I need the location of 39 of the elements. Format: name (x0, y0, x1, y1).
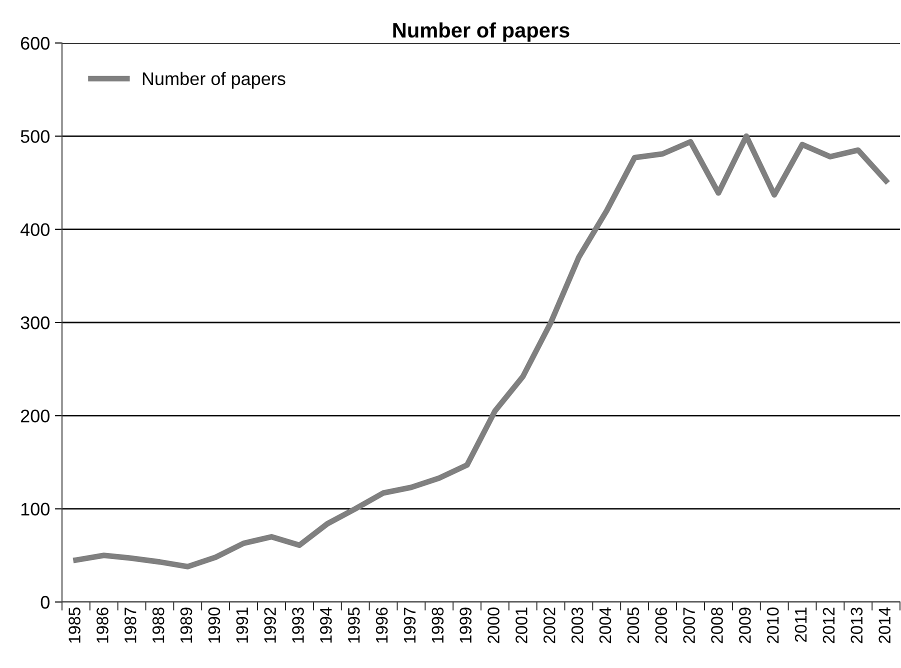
x-tick-label: 1994 (320, 607, 332, 643)
x-tick-label: 1989 (180, 608, 192, 643)
legend-label: Number of papers (142, 72, 286, 89)
y-tick-label: 200 (20, 410, 50, 422)
x-tick-label: 1993 (292, 608, 304, 643)
y-tick-label: 600 (20, 36, 50, 50)
x-tick-label: 1996 (376, 608, 388, 643)
x-tick-label: 2014 (878, 607, 891, 644)
x-tick-label: 1991 (236, 608, 248, 643)
x-tick-label: 2013 (850, 608, 863, 644)
x-tick-label: 1986 (96, 608, 108, 643)
x-tick-label: 1987 (124, 608, 136, 643)
y-tick-label: 0 (40, 596, 50, 609)
chart-title: Number of papers (393, 22, 570, 42)
x-tick-label: 1992 (264, 608, 276, 643)
x-tick-label: 1995 (348, 608, 360, 643)
x-tick-label: 2005 (627, 608, 640, 644)
x-tick-label: 2000 (488, 608, 500, 644)
x-tick-label: 1997 (404, 608, 416, 643)
x-tick-label: 2011 (794, 608, 807, 642)
x-tick-label: 1999 (460, 608, 472, 643)
y-tick-label: 500 (20, 130, 50, 143)
x-tick-label: 2004 (599, 607, 612, 644)
x-tick-label: 1998 (432, 608, 444, 643)
x-tick-label: 1988 (152, 608, 164, 643)
x-tick-label: 1990 (208, 608, 220, 643)
y-tick-label: 400 (20, 223, 50, 236)
x-tick-label: 2010 (766, 608, 779, 644)
x-tick-label: 2009 (739, 608, 751, 644)
x-tick-label: 2012 (822, 608, 835, 644)
x-tick-label: 2008 (711, 608, 723, 644)
x-tick-label: 2002 (544, 608, 556, 644)
x-tick-label: 1985 (68, 608, 80, 643)
x-tick-label: 2003 (571, 608, 584, 644)
x-tick-label: 2001 (516, 608, 528, 644)
y-tick-label: 100 (21, 502, 50, 516)
y-tick-label: 300 (20, 316, 50, 330)
x-tick-label: 2007 (683, 608, 695, 644)
x-tick-label: 2006 (655, 608, 668, 644)
